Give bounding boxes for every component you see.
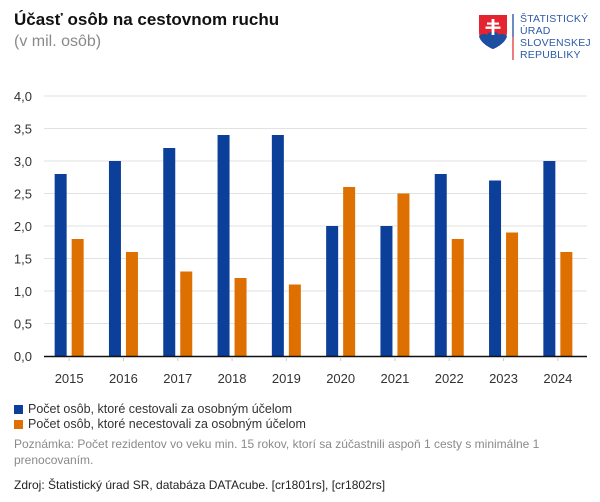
logo-divider [512, 14, 514, 60]
logo-line: ÚRAD [520, 25, 551, 37]
legend-swatch-blue [14, 404, 23, 414]
x-tick-label: 2024 [543, 371, 572, 386]
x-tick-label: 2017 [163, 371, 192, 386]
bar-not-traveled-2015 [71, 239, 84, 356]
y-tick-label: 4,0 [14, 89, 32, 104]
y-axis-ticks: 0,0 0,5 1,0 1,5 2,0 2,5 3,0 3,5 4,0 [14, 89, 32, 364]
x-tick-label: 2018 [218, 371, 247, 386]
chart-subtitle: (v mil. osôb) [14, 33, 102, 50]
bar-traveled-2022 [434, 174, 447, 356]
logo-line: SLOVENSKEJ [520, 37, 591, 49]
bar-traveled-2018 [217, 135, 230, 356]
x-tick-label: 2021 [380, 371, 409, 386]
legend-item-traveled: Počet osôb, ktoré cestovali za osobným ú… [14, 402, 306, 416]
bar-traveled-2015 [54, 174, 67, 356]
legend-swatch-orange [14, 419, 23, 429]
y-tick-label: 2,5 [14, 187, 32, 202]
logo-line: REPUBLIKY [520, 49, 581, 61]
bar-traveled-2023 [489, 180, 502, 356]
x-tick-label: 2019 [272, 371, 301, 386]
bar-not-traveled-2018 [234, 278, 247, 356]
gridlines [44, 95, 587, 324]
y-tick-label: 0,0 [14, 349, 32, 364]
bar-traveled-2024 [543, 161, 556, 356]
logo-text: ŠTATISTICKÝ ÚRAD SLOVENSKEJ REPUBLIKY [520, 13, 591, 61]
y-tick-label: 0,5 [14, 317, 32, 332]
legend: Počet osôb, ktoré cestovali za osobným ú… [14, 402, 306, 432]
bars [54, 135, 573, 356]
y-tick-label: 3,5 [14, 122, 32, 137]
bar-not-traveled-2016 [125, 252, 138, 356]
footnote: Poznámka: Počet rezidentov vo veku min. … [14, 437, 540, 467]
x-axis: 2015 2016 2017 2018 2019 2020 2021 2022 2023 2024 [44, 355, 587, 386]
legend-label: Počet osôb, ktoré cestovali za osobným ú… [28, 402, 293, 416]
bar-traveled-2020 [326, 226, 339, 356]
bar-traveled-2019 [271, 135, 284, 356]
legend-item-not-traveled: Počet osôb, ktoré necestovali za osobným… [14, 417, 306, 431]
x-tick-label: 2020 [326, 371, 355, 386]
statistical-office-logo: ŠTATISTICKÝ ÚRAD SLOVENSKEJ REPUBLIKY [478, 10, 598, 61]
y-tick-label: 1,0 [14, 284, 32, 299]
bar-not-traveled-2020 [343, 187, 356, 356]
bar-chart: 0,0 0,5 1,0 1,5 2,0 2,5 3,0 3,5 4,0 2015 2016 2017… [14, 89, 587, 386]
x-tick-label: 2022 [435, 371, 464, 386]
bar-traveled-2016 [108, 161, 121, 356]
bar-not-traveled-2021 [397, 193, 410, 356]
bar-traveled-2017 [163, 148, 176, 356]
bar-not-traveled-2019 [288, 284, 301, 356]
y-tick-label: 3,0 [14, 154, 32, 169]
y-tick-label: 1,5 [14, 252, 32, 267]
x-tick-label: 2016 [109, 371, 138, 386]
bar-not-traveled-2024 [560, 252, 573, 356]
bar-not-traveled-2023 [506, 232, 519, 356]
legend-label: Počet osôb, ktoré necestovali za osobným… [28, 417, 306, 431]
x-tick-label: 2023 [489, 371, 518, 386]
logo-line: ŠTATISTICKÝ [520, 13, 589, 25]
slovak-coat-of-arms-icon [479, 15, 507, 49]
source-citation: Zdroj: Štatistický úrad SR, databáza DAT… [14, 478, 386, 492]
bar-not-traveled-2022 [451, 239, 464, 356]
chart-title: Účasť osôb na cestovnom ruchu [14, 10, 280, 29]
bar-traveled-2021 [380, 226, 393, 356]
x-tick-label: 2015 [55, 371, 84, 386]
bar-not-traveled-2017 [180, 271, 193, 356]
y-tick-label: 2,0 [14, 219, 32, 234]
